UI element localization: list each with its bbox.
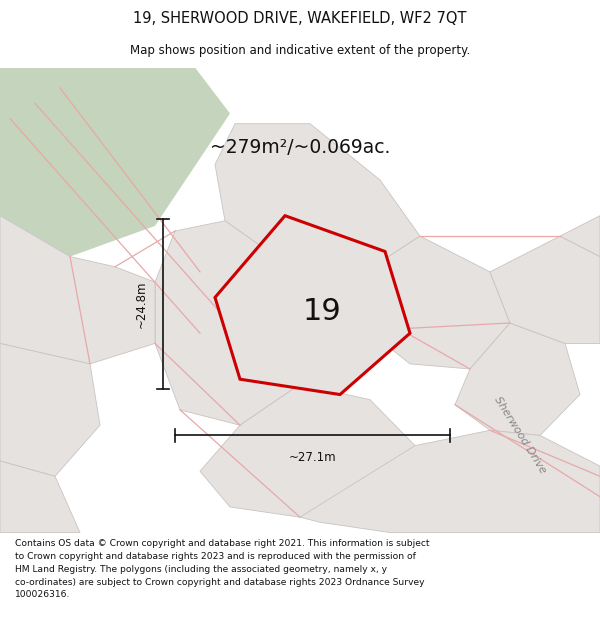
Text: 19, SHERWOOD DRIVE, WAKEFIELD, WF2 7QT: 19, SHERWOOD DRIVE, WAKEFIELD, WF2 7QT: [133, 11, 467, 26]
Polygon shape: [215, 124, 420, 272]
Text: 19: 19: [303, 298, 342, 326]
Polygon shape: [490, 236, 600, 343]
Polygon shape: [365, 236, 510, 369]
Text: Map shows position and indicative extent of the property.: Map shows position and indicative extent…: [130, 44, 470, 57]
Polygon shape: [300, 430, 600, 532]
Polygon shape: [455, 323, 580, 436]
Polygon shape: [0, 68, 230, 257]
Polygon shape: [200, 384, 415, 517]
Polygon shape: [560, 216, 600, 257]
Polygon shape: [0, 216, 155, 364]
Text: ~279m²/~0.069ac.: ~279m²/~0.069ac.: [210, 138, 390, 157]
Polygon shape: [0, 461, 80, 532]
Text: Contains OS data © Crown copyright and database right 2021. This information is : Contains OS data © Crown copyright and d…: [15, 539, 430, 599]
Text: Sherwood Drive: Sherwood Drive: [492, 395, 548, 476]
Text: ~24.8m: ~24.8m: [134, 281, 148, 328]
Polygon shape: [215, 216, 410, 394]
Polygon shape: [155, 221, 315, 425]
Text: ~27.1m: ~27.1m: [289, 451, 337, 464]
Polygon shape: [0, 343, 100, 476]
